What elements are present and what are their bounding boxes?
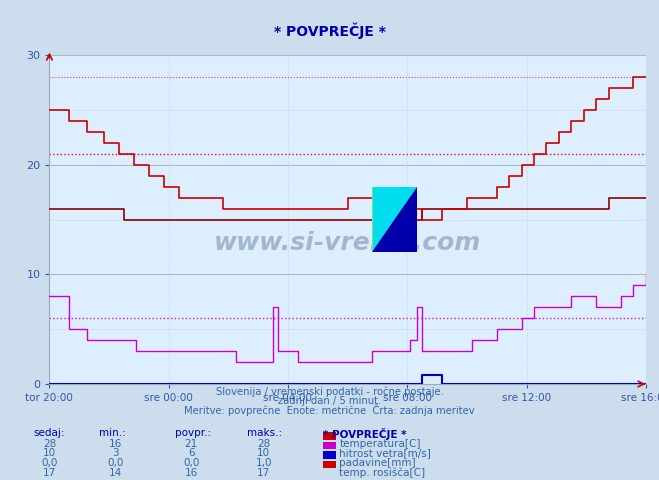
Text: 0,0: 0,0 <box>183 458 199 468</box>
Text: maks.:: maks.: <box>247 428 282 438</box>
Text: 28: 28 <box>257 439 270 449</box>
Polygon shape <box>372 187 417 252</box>
Text: 1,0: 1,0 <box>255 458 272 468</box>
Text: 16: 16 <box>109 439 122 449</box>
Text: temp. rosišča[C]: temp. rosišča[C] <box>339 468 426 478</box>
Polygon shape <box>372 187 417 252</box>
Text: 10: 10 <box>257 448 270 458</box>
Text: sedaj:: sedaj: <box>33 428 65 438</box>
Text: min.:: min.: <box>99 428 126 438</box>
Text: 0,0: 0,0 <box>42 458 57 468</box>
Text: 16: 16 <box>185 468 198 478</box>
Text: 17: 17 <box>43 468 56 478</box>
Text: padavine[mm]: padavine[mm] <box>339 458 416 468</box>
Text: 10: 10 <box>43 448 56 458</box>
Text: 28: 28 <box>43 439 56 449</box>
Text: 0,0: 0,0 <box>107 458 123 468</box>
Text: hitrost vetra[m/s]: hitrost vetra[m/s] <box>339 448 431 458</box>
Text: www.si-vreme.com: www.si-vreme.com <box>214 230 481 254</box>
Text: zadnji dan / 5 minut.: zadnji dan / 5 minut. <box>278 396 381 406</box>
Text: 6: 6 <box>188 448 194 458</box>
Text: * POVPREČJE *: * POVPREČJE * <box>323 428 407 440</box>
Text: Slovenija / vremenski podatki - ročne postaje.: Slovenija / vremenski podatki - ročne po… <box>215 386 444 396</box>
Text: * POVPREČJE *: * POVPREČJE * <box>273 23 386 39</box>
Text: povpr.:: povpr.: <box>175 428 211 438</box>
Polygon shape <box>372 187 417 252</box>
Text: 3: 3 <box>112 448 119 458</box>
Text: 14: 14 <box>109 468 122 478</box>
Text: Meritve: povprečne  Enote: metrične  Črta: zadnja meritev: Meritve: povprečne Enote: metrične Črta:… <box>184 404 475 416</box>
Text: 21: 21 <box>185 439 198 449</box>
Text: temperatura[C]: temperatura[C] <box>339 439 421 449</box>
Text: 17: 17 <box>257 468 270 478</box>
